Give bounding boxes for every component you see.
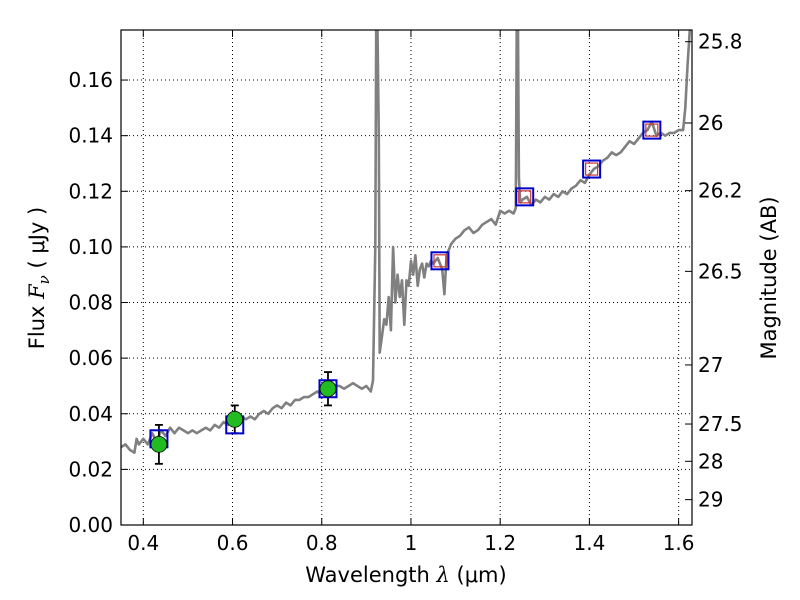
y2-tick-label: 29: [698, 488, 723, 512]
y2-axis-title: Magnitude (AB): [757, 196, 781, 359]
y2-tick-label: 27.5: [698, 412, 743, 436]
x-tick-label: 0.6: [217, 531, 249, 555]
x-axis-title: Wavelength λ (μm): [305, 563, 506, 587]
y-tick-label: 0.02: [68, 457, 113, 481]
observed-optical-layer: [150, 380, 337, 453]
y-tick-label: 0.14: [68, 124, 113, 148]
x-tick-label: 1.6: [663, 531, 695, 555]
model-photometry-square: [515, 187, 535, 207]
y2-tick-label: 27: [698, 353, 723, 377]
model-photometry-square: [642, 120, 662, 140]
x-ticks: 0.4 0.6 0.8 1 1.2 1.4 1.6: [127, 30, 695, 555]
observed-nir-square: [518, 190, 532, 204]
y-ticks: 0.00 0.02 0.04 0.06 0.08 0.10 0.12 0.14 0.16: [68, 68, 128, 537]
observed-nir-square: [433, 254, 447, 268]
x-tick-label: 1.4: [573, 531, 605, 555]
y-axis-title: Flux Fν ( μJy ): [25, 207, 53, 349]
plot-frame: [120, 29, 693, 526]
observed-nir-square: [645, 123, 659, 137]
observed-optical-point: [150, 435, 168, 453]
observed-optical-point: [319, 380, 337, 398]
grid-lines: [121, 30, 692, 525]
model-spectrum-layer: [121, 30, 692, 454]
model-photometry-square: [318, 379, 338, 399]
model-photometry-square: [582, 159, 602, 179]
x-tick-label: 1.2: [484, 531, 516, 555]
y-tick-label: 0.16: [68, 68, 113, 92]
y-tick-label: 0.10: [68, 235, 113, 259]
y2-tick-label: 26.5: [698, 259, 743, 283]
y2-ticks: 25.8 26 26.2 26.5 27 27.5 28 29: [685, 30, 743, 512]
x-tick-label: 0.4: [127, 531, 159, 555]
model-photometry-square: [430, 251, 450, 271]
y2-tick-label: 26.2: [698, 179, 743, 203]
model-spectrum-line: [121, 30, 692, 454]
x-tick-label: 0.8: [306, 531, 338, 555]
observed-nir-layer: [433, 123, 659, 268]
y-tick-label: 0.00: [68, 513, 113, 537]
y-tick-label: 0.04: [68, 402, 113, 426]
y2-tick-label: 25.8: [698, 30, 743, 54]
observed-optical-point: [226, 410, 244, 428]
y2-tick-label: 26: [698, 111, 723, 135]
observed-nir-square: [585, 162, 599, 176]
y2-tick-label: 28: [698, 449, 723, 473]
y-tick-label: 0.06: [68, 346, 113, 370]
y-tick-label: 0.12: [68, 179, 113, 203]
y-tick-label: 0.08: [68, 291, 113, 315]
x-tick-label: 1: [405, 531, 418, 555]
